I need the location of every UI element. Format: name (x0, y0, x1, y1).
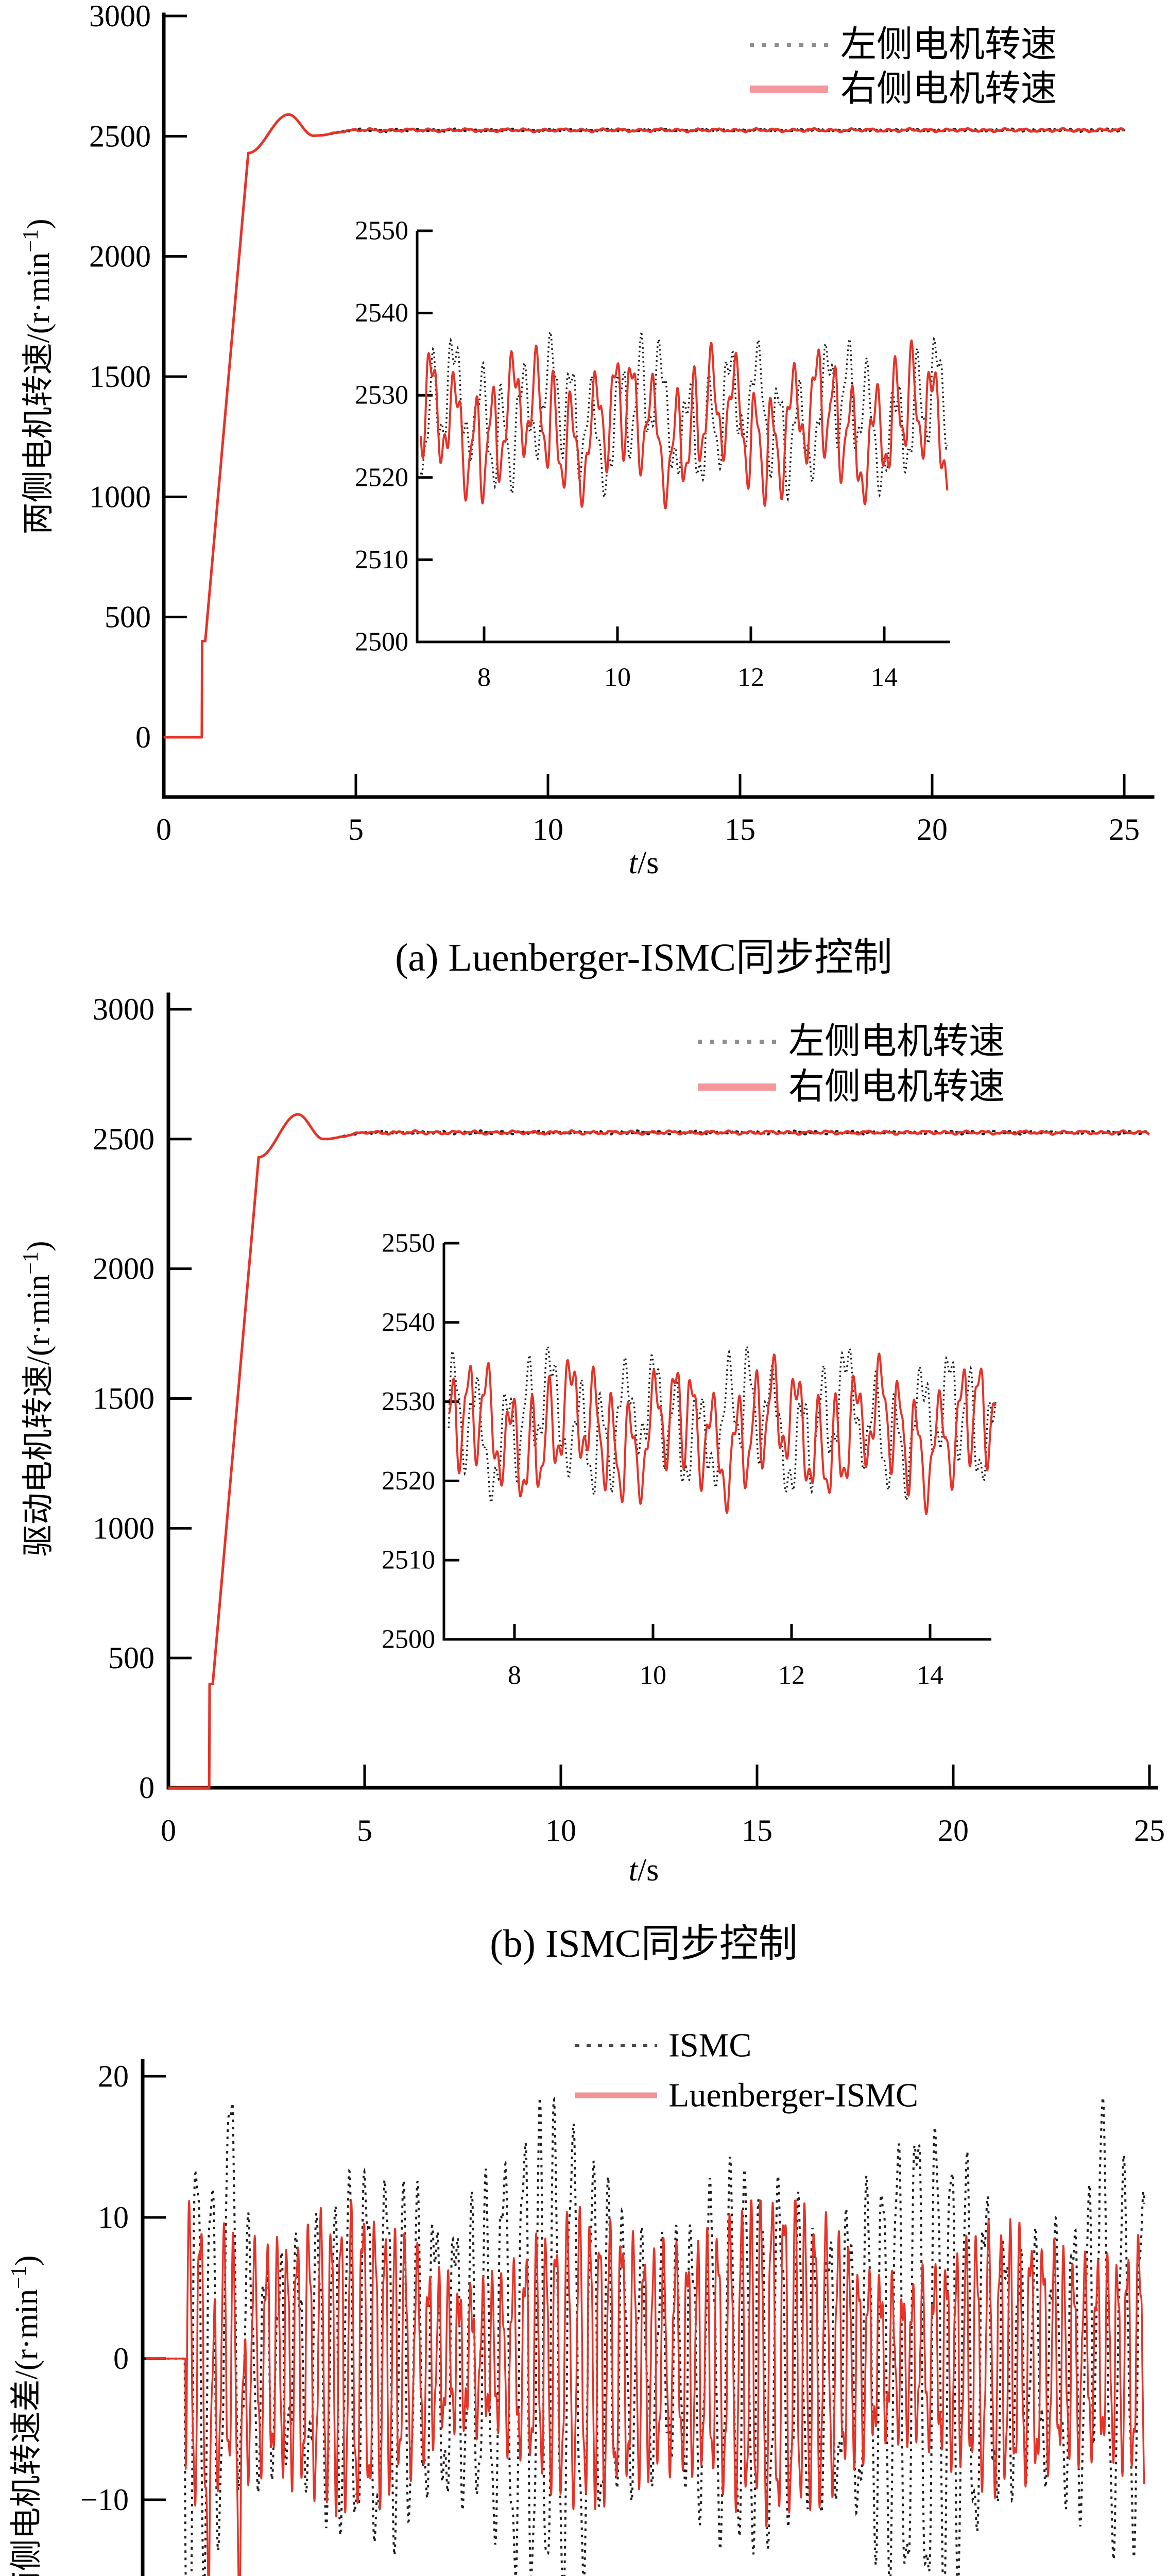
x-tick-label: 15 (725, 812, 755, 846)
y-tick-label: 1000 (93, 1511, 154, 1545)
x-tick-label: 5 (357, 1814, 372, 1848)
chart-c-axes: −30−20−10010200510152025 (80, 2059, 166, 2576)
y-tick-label: 1500 (89, 360, 151, 394)
chart-b-axes: 0 500 1000 1500 2000 2500 3000 0 5 10 15 20 25 (93, 992, 1165, 1848)
legend-label-luenberger-ismc: Luenberger-ISMC (668, 2077, 918, 2114)
chart-caption: (b) ISMC同步控制 (490, 1922, 797, 1965)
legend-label-ismc: ISMC (668, 2027, 751, 2064)
legend-label-left-motor: 左侧电机转速 (840, 25, 1057, 65)
chart-b-inset: 2500 2510 2520 2530 2540 2550 8 10 12 14 (382, 1229, 997, 1690)
y-tick-label: 10 (98, 2200, 129, 2234)
chart-a-axes: 0 500 1000 1500 2000 2500 3000 0 5 10 15 20 25 (89, 0, 1155, 846)
inset-y-tick-label: 2520 (382, 1466, 435, 1496)
luenberger-ismc-difference-curve (145, 2199, 1145, 2576)
x-tick-label: 15 (742, 1814, 772, 1848)
chart-c: −30−20−10010200510152025 两侧电机转速差/(r·min−… (7, 2027, 1145, 2576)
legend-label-left-motor: 左侧电机转速 (788, 1022, 1005, 1062)
inset-axis-line (416, 231, 950, 643)
inset-y-tick-label: 2500 (382, 1625, 435, 1654)
legend: 左侧电机转速 右侧电机转速 (698, 1022, 1005, 1107)
right-motor-speed-curve-inset (420, 339, 949, 510)
inset-y-tick-label: 2530 (355, 381, 408, 410)
y-tick-label: −10 (80, 2483, 129, 2517)
axis-line (141, 2059, 145, 2576)
inset-x-tick-label: 10 (640, 1661, 666, 1690)
x-tick-label: 10 (545, 1814, 576, 1848)
y-tick-label: 2500 (89, 119, 151, 153)
right-motor-speed-curve (167, 1113, 1150, 1789)
left-motor-speed-curve (162, 113, 1126, 739)
axis-line (162, 12, 1155, 799)
inset-x-tick-label: 14 (871, 663, 898, 692)
inset-y-tick-label: 2520 (355, 463, 408, 492)
x-tick-label: 0 (161, 1814, 176, 1848)
y-tick-label: 2500 (93, 1122, 154, 1156)
y-axis-label: 驱动电机转速/(r·min−1) (19, 1241, 56, 1557)
x-tick-label: 25 (1109, 812, 1140, 846)
chart-a-inset: 2500 2510 2520 2530 2540 2550 8 10 12 14 (355, 216, 950, 692)
left-motor-speed-curve-inset (448, 1344, 997, 1503)
inset-y-tick-label: 2540 (355, 298, 408, 328)
inset-y-tick-label: 2510 (355, 545, 408, 574)
y-tick-label: 2000 (93, 1252, 154, 1286)
y-tick-label: 20 (98, 2059, 129, 2093)
inset-x-tick-label: 14 (917, 1661, 943, 1690)
x-axis-label: t/s (629, 1853, 659, 1888)
y-tick-label: 0 (135, 720, 151, 754)
x-tick-label: 25 (1134, 1814, 1165, 1848)
y-tick-label: 1000 (89, 480, 151, 514)
x-tick-label: 0 (156, 812, 171, 846)
inset-y-tick-label: 2550 (355, 216, 408, 246)
chart-c-curves (145, 2096, 1145, 2576)
right-motor-speed-curve-inset (448, 1352, 997, 1515)
chart-a-curves (162, 113, 1126, 739)
inset-x-tick-label: 12 (778, 1661, 805, 1690)
x-axis-label: t/s (629, 845, 659, 880)
x-tick-label: 20 (938, 1814, 969, 1848)
ismc-difference-curve (146, 2096, 1145, 2576)
inset-y-tick-label: 2500 (355, 628, 408, 657)
inset-x-tick-label: 8 (477, 663, 491, 692)
y-tick-label: 2000 (89, 240, 151, 274)
x-tick-label: 20 (917, 812, 948, 846)
legend: 左侧电机转速 右侧电机转速 (750, 25, 1057, 109)
inset-axis-line (442, 1243, 991, 1641)
y-tick-label: 3000 (93, 992, 154, 1026)
inset-y-tick-label: 2540 (382, 1308, 435, 1337)
legend-label-right-motor: 右侧电机转速 (840, 70, 1057, 109)
y-tick-label: 0 (113, 2342, 129, 2376)
chart-b-curves (167, 1113, 1151, 1789)
legend: ISMC Luenberger-ISMC (575, 2027, 918, 2114)
inset-x-tick-label: 12 (737, 663, 764, 692)
inset-y-tick-label: 2510 (382, 1546, 435, 1575)
y-tick-label: 3000 (89, 0, 151, 33)
y-axis-label: 两侧电机转速差/(r·min−1) (7, 2256, 44, 2576)
y-tick-label: 500 (108, 1641, 154, 1675)
y-tick-label: 500 (105, 600, 151, 634)
inset-x-tick-label: 10 (604, 663, 631, 692)
chart-caption: (a) Luenberger-ISMC同步控制 (395, 936, 892, 979)
y-axis-label: 两侧电机转速/(r·min−1) (19, 219, 56, 535)
inset-x-tick-label: 8 (508, 1661, 521, 1690)
legend-label-right-motor: 右侧电机转速 (788, 1067, 1005, 1107)
y-tick-label: 1500 (93, 1381, 154, 1415)
inset-y-tick-label: 2530 (382, 1387, 435, 1416)
y-tick-label: 0 (139, 1771, 154, 1805)
x-tick-label: 10 (533, 812, 563, 846)
inset-y-tick-label: 2550 (382, 1229, 435, 1258)
x-tick-label: 5 (348, 812, 364, 846)
right-motor-speed-curve (163, 113, 1125, 739)
